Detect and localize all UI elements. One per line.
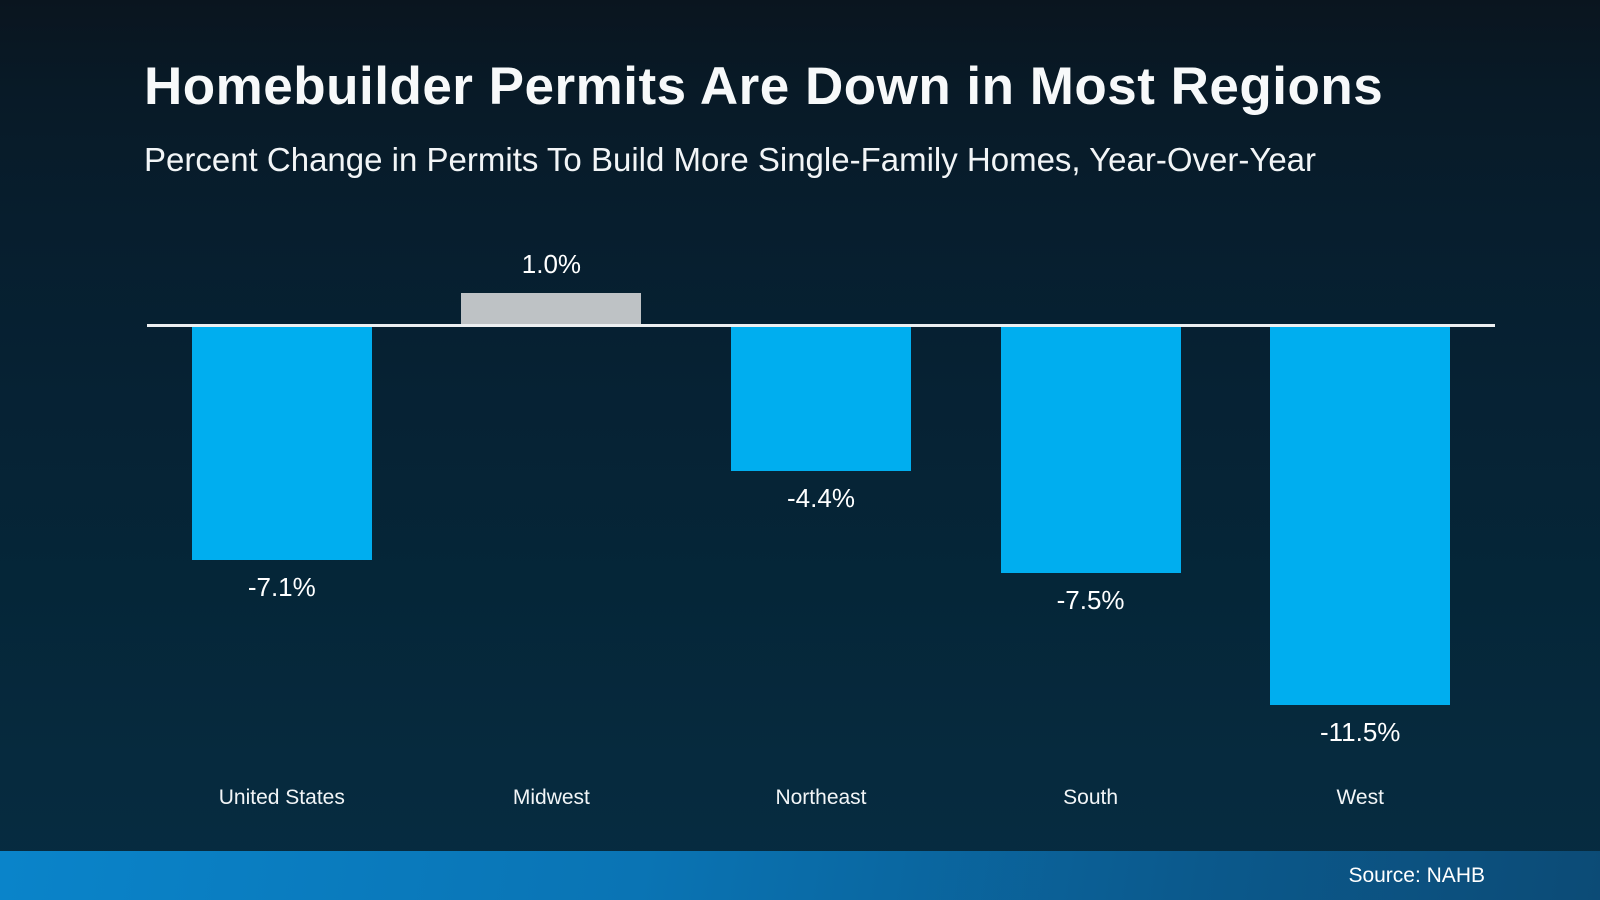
category-label: West [1336,786,1384,809]
bar-value-label: -7.1% [247,571,316,602]
bar-value-label: -4.4% [787,482,855,513]
chart-subtitle: Percent Change in Permits To Build More … [144,141,1317,178]
bar-column-northeast: -4.4% Northeast [686,0,956,850]
bar-west [1270,325,1451,705]
bar-midwest [461,292,642,326]
bar-northeast [730,325,911,471]
bar-chart: -7.1% United States 1.0% Midwest -4.4% Northe… [147,0,1495,850]
bar-column-west: -11.5% West [1225,0,1495,850]
category-label: Midwest [512,786,590,809]
bar-value-label: -7.5% [1056,585,1125,615]
chart-title: Homebuilder Permits Are Down in Most Reg… [144,57,1384,116]
bar-column-midwest: 1.0% Midwest [417,0,687,850]
bar-column-united-states: -7.1% United States [147,0,417,850]
bar-south [1000,325,1181,573]
bar-united-states [191,325,372,560]
source-text: Source: NAHB [1348,863,1485,887]
zero-axis-line [147,324,1495,327]
category-label: Northeast [775,786,867,809]
bar-value-label: -11.5% [1319,717,1401,747]
category-label: South [1063,786,1119,809]
category-label: United States [218,786,345,809]
bar-value-label: 1.0% [521,248,582,279]
chart-header: Homebuilder Permits Are Down in Most Reg… [144,56,1383,179]
bar-column-south: -7.5% South [956,0,1226,850]
footer-bar: Source: NAHB [0,851,1600,900]
